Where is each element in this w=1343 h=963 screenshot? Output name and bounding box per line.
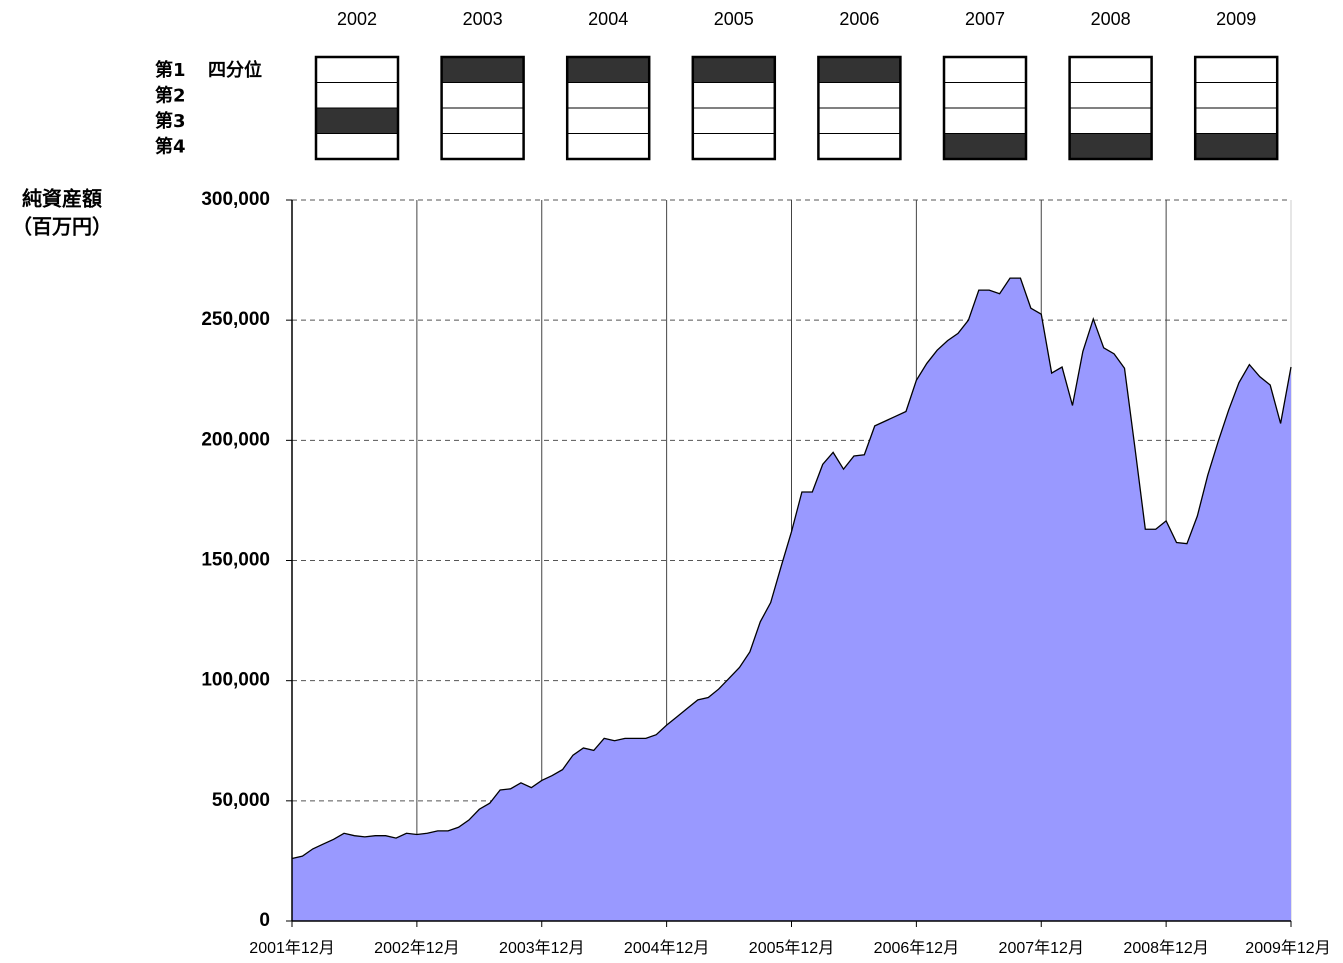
x-tick-label: 2005年12月: [749, 939, 834, 957]
rank-label: 第3: [155, 110, 186, 132]
quartile-highlight: [692, 57, 775, 83]
x-tick-label: 2007年12月: [999, 939, 1084, 957]
rank-label: 第1: [155, 59, 186, 81]
quartile-box: [1193, 55, 1279, 161]
quartile-box: [817, 55, 902, 161]
quartile-highlight: [316, 108, 398, 134]
quartile-highlight: [1195, 133, 1278, 159]
quartile-title: 四分位: [208, 59, 262, 81]
quartile-box: [1068, 55, 1153, 161]
rank-label: 第2: [155, 85, 186, 107]
rank-label: 第4: [155, 136, 186, 158]
x-tick-label: 2009年12月: [1245, 939, 1330, 957]
year-label: 2005: [714, 9, 754, 29]
quartile-highlight: [567, 57, 650, 83]
year-label: 2008: [1091, 9, 1131, 29]
quartile-box: [691, 55, 777, 161]
quartile-box: [565, 55, 651, 161]
x-tick-label: 2001年12月: [249, 939, 334, 957]
y-tick-label: 0: [259, 910, 270, 931]
y-axis-title: （百万円）: [12, 215, 112, 239]
x-tick-label: 2002年12月: [374, 939, 459, 957]
quartile-box: [942, 55, 1028, 161]
y-tick-label: 100,000: [201, 670, 270, 691]
y-tick-label: 200,000: [201, 429, 270, 450]
year-label: 2007: [965, 9, 1005, 29]
year-label: 2002: [337, 9, 377, 29]
year-label: 2009: [1216, 9, 1256, 29]
quartile-highlight: [944, 133, 1026, 159]
quartile-highlight: [441, 57, 524, 83]
quartile-box: [314, 55, 400, 161]
y-tick-label: 50,000: [212, 790, 270, 811]
x-tick-label: 2003年12月: [499, 939, 584, 957]
year-label: 2006: [839, 9, 879, 29]
y-tick-label: 250,000: [201, 309, 270, 330]
year-label: 2003: [463, 9, 503, 29]
line: [291, 277, 1292, 860]
quartile-highlight: [818, 57, 901, 83]
x-tick-label: 2004年12月: [624, 939, 709, 957]
x-tick-label: 2006年12月: [874, 939, 959, 957]
y-axis-title: 純資産額: [22, 187, 102, 211]
y-tick-label: 150,000: [201, 550, 270, 571]
quartile-box: [440, 55, 525, 161]
quartile-highlight: [1069, 133, 1152, 159]
x-tick-label: 2008年12月: [1123, 939, 1208, 957]
year-label: 2004: [588, 9, 628, 29]
area: [292, 278, 1291, 921]
y-tick-label: 300,000: [201, 189, 270, 210]
